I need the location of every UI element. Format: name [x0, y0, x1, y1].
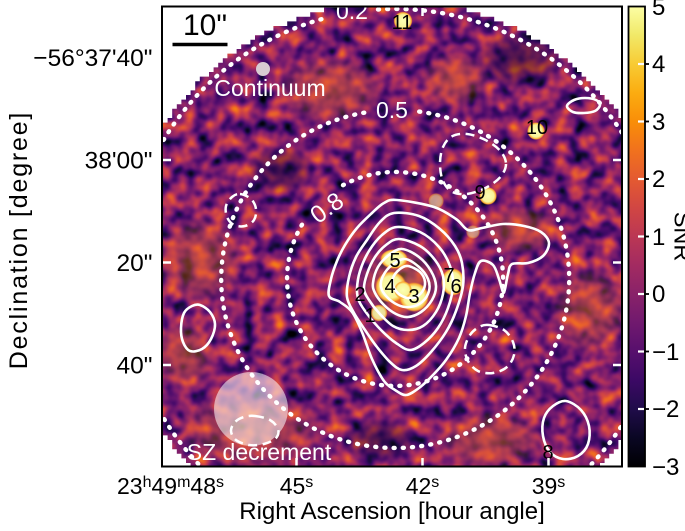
svg-text:5: 5: [389, 250, 400, 272]
svg-text:0.5: 0.5: [376, 97, 408, 123]
svg-text:5: 5: [652, 0, 665, 21]
svg-text:4: 4: [384, 276, 395, 298]
svg-text:0: 0: [652, 281, 665, 308]
svg-text:3: 3: [408, 286, 419, 308]
svg-text:38'00": 38'00": [85, 148, 153, 175]
svg-text:1: 1: [364, 305, 375, 327]
svg-text:Right Ascension [hour angle]: Right Ascension [hour angle]: [239, 498, 545, 525]
svg-text:Declination [degree]: Declination [degree]: [5, 111, 33, 369]
svg-text:−1: −1: [652, 339, 679, 366]
svg-text:3: 3: [652, 109, 665, 136]
svg-text:−56°37'40": −56°37'40": [33, 45, 152, 72]
svg-text:4: 4: [652, 51, 665, 78]
svg-text:1: 1: [652, 224, 665, 251]
svg-text:40": 40": [117, 353, 153, 380]
svg-text:23h49m48s: 23h49m48s: [117, 473, 224, 499]
svg-text:SNR: SNR: [670, 212, 685, 262]
svg-text:2: 2: [354, 284, 365, 306]
svg-text:6: 6: [450, 276, 461, 298]
svg-text:10: 10: [526, 117, 548, 139]
svg-text:−3: −3: [652, 454, 679, 481]
svg-text:20": 20": [117, 250, 153, 277]
svg-text:2: 2: [652, 166, 665, 193]
svg-text:Continuum: Continuum: [214, 75, 325, 101]
svg-text:10": 10": [183, 9, 227, 42]
svg-text:9: 9: [474, 182, 485, 204]
svg-text:11: 11: [392, 12, 413, 34]
svg-text:SZ decrement: SZ decrement: [187, 439, 332, 465]
svg-text:−2: −2: [652, 396, 679, 423]
